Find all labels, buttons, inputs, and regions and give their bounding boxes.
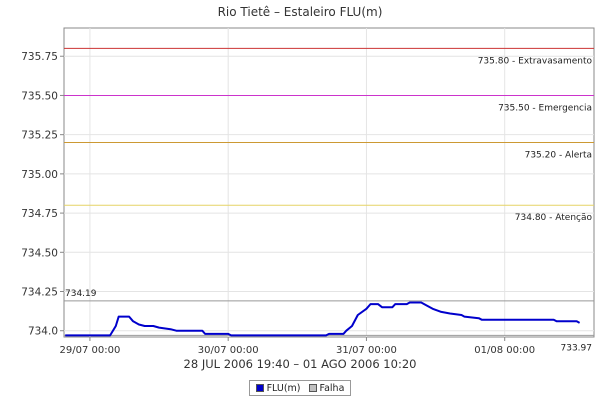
x-axis: 29/07 00:00 30/07 00:00 31/07 00:00 01/08 0… — [60, 337, 535, 356]
y-tick-label: 734.75 — [21, 208, 58, 220]
reference-line-label: 735.80 - Extravasamento — [478, 56, 593, 66]
series-layer — [65, 301, 581, 337]
y-tick-label: 735.50 — [21, 90, 58, 102]
x-tick-label: 31/07 00:00 — [336, 345, 397, 356]
legend-item-flu: FLU(m) — [255, 382, 301, 394]
reference-line-label: 735.20 - Alerta — [525, 151, 592, 161]
x-axis-label: 28 JUL 2006 19:40 – 01 AGO 2006 10:20 — [184, 357, 417, 371]
legend-label-falha: Falha — [319, 382, 345, 394]
y-tick-label: 735.75 — [21, 51, 58, 63]
legend-label-flu: FLU(m) — [266, 382, 301, 394]
plot-area — [63, 27, 595, 338]
reference-lines: 735.80 - Extravasamento 735.50 - Emergenc… — [64, 47, 594, 353]
y-axis: 734.0 734.25 734.50 734.75 735.00 735.25 735.5… — [21, 51, 64, 338]
x-tick-label: 30/07 00:00 — [198, 345, 259, 356]
y-tick-label: 734.50 — [21, 247, 58, 259]
legend-swatch-falha — [308, 384, 317, 392]
x-tick-label: 01/08 00:00 — [474, 345, 535, 356]
y-tick-label: 734.0 — [28, 326, 58, 338]
y-tick-label: 735.25 — [21, 130, 58, 142]
y-tick-label: 735.00 — [21, 169, 58, 181]
legend-item-falha: Falha — [308, 382, 345, 394]
reference-line-label: 735.50 - Emergencia — [498, 103, 592, 113]
reference-line-label: 734.80 - Atenção — [515, 213, 593, 223]
legend: FLU(m) Falha — [249, 380, 351, 396]
chart-title: Rio Tietê – Estaleiro FLU(m) — [218, 5, 383, 19]
reference-line-label: 733.97 — [561, 343, 593, 353]
legend-swatch-flu — [255, 384, 264, 392]
x-tick-label: 29/07 00:00 — [60, 345, 121, 356]
series-line-flu-m — [65, 301, 581, 337]
y-tick-label: 734.25 — [21, 287, 58, 299]
reference-line-label: 734.19 — [65, 289, 97, 299]
